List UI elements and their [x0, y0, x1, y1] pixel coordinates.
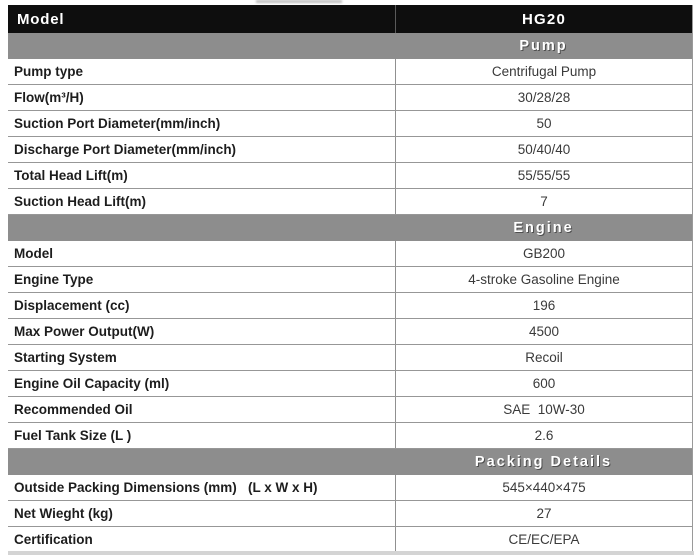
- spec-value: SAE 10W-30: [395, 397, 692, 422]
- table-row-total-head-lift: Total Head Lift(m) 55/55/55: [8, 163, 692, 189]
- spec-label: Suction Head Lift(m): [14, 194, 146, 209]
- table-row-outside-packing-dimensions: Outside Packing Dimensions (mm) (L x W x…: [8, 475, 692, 501]
- spec-label: Displacement (cc): [14, 298, 130, 313]
- spec-label: Recommended Oil: [14, 402, 133, 417]
- table-row-displacement: Displacement (cc) 196: [8, 293, 692, 319]
- spec-table: Model HG20 Pump Pump type Centrifugal Pu…: [8, 5, 693, 553]
- table-row-certification: Certification CE/EC/EPA: [8, 527, 692, 553]
- header-model-label: Model: [17, 10, 65, 28]
- spec-label: Outside Packing Dimensions (mm) (L x W x…: [14, 480, 318, 495]
- spec-value: 4500: [395, 319, 692, 344]
- spec-value: GB200: [395, 241, 692, 266]
- spec-label: Engine Oil Capacity (ml): [14, 376, 170, 391]
- spec-value: 27: [395, 501, 692, 526]
- spec-label: Max Power Output(W): [14, 324, 155, 339]
- table-row-discharge-port-diameter: Discharge Port Diameter(mm/inch) 50/40/4…: [8, 137, 692, 163]
- table-row-fuel-tank-size: Fuel Tank Size (L ) 2.6: [8, 423, 692, 449]
- table-row-starting-system: Starting System Recoil: [8, 345, 692, 371]
- section-band-engine: Engine: [8, 215, 692, 241]
- spec-value: Recoil: [395, 345, 692, 370]
- spec-value: 7: [395, 189, 692, 214]
- table-row-engine-model: Model GB200: [8, 241, 692, 267]
- section-title: Packing Details: [474, 454, 613, 470]
- spec-label: Pump type: [14, 64, 84, 79]
- table-row-max-power-output: Max Power Output(W) 4500: [8, 319, 692, 345]
- spec-value: 545×440×475: [395, 475, 692, 500]
- spec-value: 30/28/28: [395, 85, 692, 110]
- spec-label: Suction Port Diameter(mm/inch): [14, 116, 221, 131]
- table-row-suction-head-lift: Suction Head Lift(m) 7: [8, 189, 692, 215]
- table-row-suction-port-diameter: Suction Port Diameter(mm/inch) 50: [8, 111, 692, 137]
- spec-label: Starting System: [14, 350, 117, 365]
- table-row-engine-type: Engine Type 4-stroke Gasoline Engine: [8, 267, 692, 293]
- spec-value: 600: [395, 371, 692, 396]
- section-band-pump: Pump: [8, 33, 692, 59]
- spec-label: Certification: [14, 532, 93, 547]
- next-section-edge: [8, 551, 694, 555]
- spec-value: CE/EC/EPA: [395, 527, 692, 552]
- spec-label: Net Wieght (kg): [14, 506, 113, 521]
- spec-label: Flow(m³/H): [14, 90, 84, 105]
- table-row-pump-type: Pump type Centrifugal Pump: [8, 59, 692, 85]
- spec-value: 196: [395, 293, 692, 318]
- section-band-packing-details: Packing Details: [8, 449, 692, 475]
- spec-value: Centrifugal Pump: [395, 59, 692, 84]
- spec-value: 2.6: [395, 423, 692, 448]
- spec-label: Engine Type: [14, 272, 94, 287]
- spec-value: 50: [395, 111, 692, 136]
- spec-label: Discharge Port Diameter(mm/inch): [14, 142, 237, 157]
- section-title: Engine: [513, 220, 574, 236]
- spec-value: 4-stroke Gasoline Engine: [395, 267, 692, 292]
- header-model-value: HG20: [395, 5, 692, 33]
- spec-value: 50/40/40: [395, 137, 692, 162]
- spec-label: Fuel Tank Size (L ): [14, 428, 132, 443]
- table-row-engine-oil-capacity: Engine Oil Capacity (ml) 600: [8, 371, 692, 397]
- scan-artifact: [256, 0, 342, 3]
- section-title: Pump: [519, 38, 568, 54]
- table-row-net-weight: Net Wieght (kg) 27: [8, 501, 692, 527]
- spec-label: Total Head Lift(m): [14, 168, 128, 183]
- table-header-row: Model HG20: [8, 5, 692, 33]
- spec-value: 55/55/55: [395, 163, 692, 188]
- table-row-flow: Flow(m³/H) 30/28/28: [8, 85, 692, 111]
- table-row-recommended-oil: Recommended Oil SAE 10W-30: [8, 397, 692, 423]
- spec-label: Model: [14, 246, 53, 261]
